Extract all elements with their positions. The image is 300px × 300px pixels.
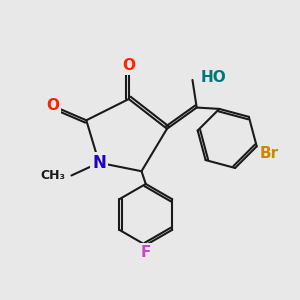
- Text: O: O: [46, 98, 59, 113]
- Text: CH₃: CH₃: [40, 169, 65, 182]
- Text: Br: Br: [260, 146, 279, 161]
- Text: HO: HO: [201, 70, 227, 85]
- Text: O: O: [122, 58, 135, 73]
- Text: N: N: [92, 154, 106, 172]
- Text: F: F: [141, 245, 151, 260]
